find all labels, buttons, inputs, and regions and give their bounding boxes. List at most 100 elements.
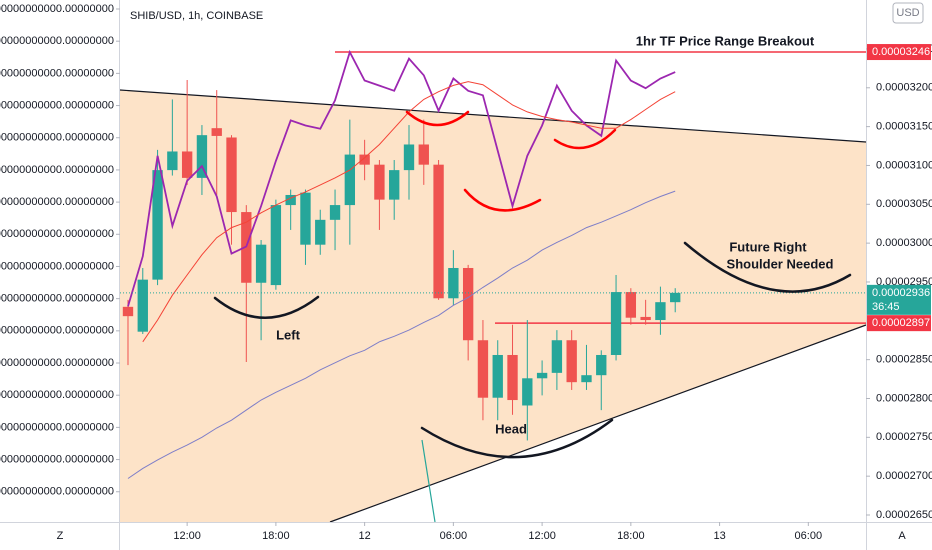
time-axis-panel [0, 523, 932, 550]
candle-body [418, 144, 429, 165]
arc-future [683, 241, 852, 293]
y-tick-label: 0.00003150 [876, 121, 932, 133]
y-tick-label: 0.00002750 [876, 431, 932, 443]
plot [120, 49, 866, 479]
candle-body [329, 205, 341, 220]
x-tick-label: 13 [713, 530, 725, 542]
indicator-line [127, 49, 676, 307]
annotation: Head [495, 421, 527, 436]
candle-body [137, 279, 148, 332]
y-tick-label: 0.00002800 [876, 392, 932, 404]
annotation: Shoulder Needed [727, 256, 834, 271]
y2-tick-label: 2950000000000000.00000000 [0, 453, 114, 465]
candle-body [152, 170, 163, 280]
annotation: Future Right [729, 239, 807, 254]
candle-body [403, 144, 415, 171]
arc-red [463, 188, 542, 212]
x-tick-label: 06:00 [440, 530, 468, 542]
candle-body [389, 170, 400, 200]
candle-body [640, 316, 651, 321]
candle-body [477, 340, 489, 398]
x-tick-label: 06:00 [795, 530, 823, 542]
candle-body [655, 302, 666, 321]
candle-body [255, 244, 267, 283]
candle-body [167, 151, 178, 171]
candle-body [670, 292, 681, 303]
y2-tick-label: 3600000000000000.00000000 [0, 35, 114, 47]
right-axis-panel [867, 0, 932, 550]
price-label-box [867, 315, 931, 332]
y2-tick-label: 2900000000000000.00000000 [0, 486, 114, 498]
ray [421, 439, 436, 523]
y2-tick-label: 3300000000000000.00000000 [0, 228, 114, 240]
candle-body [507, 354, 518, 401]
candle-body [315, 219, 326, 245]
arc-head [420, 418, 614, 459]
trendline-upper [119, 89, 867, 143]
candle-body [596, 354, 607, 376]
price-label-box [867, 44, 931, 61]
candle-body [122, 306, 134, 317]
candle-body [522, 378, 533, 406]
y-tick-label: 0.00003050 [876, 198, 932, 210]
currency-button[interactable] [892, 2, 924, 24]
y2-tick-label: 3400000000000000.00000000 [0, 164, 114, 176]
y-tick-label: 0.00002700 [876, 470, 932, 482]
x-tick-label: 12 [358, 530, 370, 542]
candle-body [581, 375, 592, 383]
annotation: 1hr TF Price Range Breakout [636, 33, 815, 48]
corner-button[interactable]: Z [57, 530, 64, 542]
currency[interactable]: USD [896, 7, 919, 19]
trendline-lower [329, 324, 867, 523]
candle-body [536, 372, 548, 379]
countdown: 36:45 [872, 301, 900, 313]
y2-tick-label: 3550000000000000.00000000 [0, 67, 114, 79]
price-label: 0.00002897 [872, 317, 930, 329]
candle-body [433, 164, 444, 299]
candle-body [270, 205, 282, 286]
current-price-box [867, 284, 931, 315]
candle-body [462, 267, 474, 341]
arc-red [405, 110, 470, 127]
candle-body [448, 267, 459, 299]
price-label: 0.00003246 [872, 46, 930, 58]
y2-tick-label: 3350000000000000.00000000 [0, 196, 114, 208]
corner-button[interactable]: A [898, 530, 906, 542]
y2-tick-label: 3150000000000000.00000000 [0, 325, 114, 337]
x-tick-label: 12:00 [173, 530, 201, 542]
y-tick-label: 0.00003000 [876, 237, 932, 249]
annotation: Left [276, 327, 301, 342]
candle-body [226, 137, 237, 213]
candle-body [492, 354, 503, 398]
candle-body [610, 292, 622, 355]
y2-tick-label: 3050000000000000.00000000 [0, 389, 114, 401]
y2-tick-label: 3450000000000000.00000000 [0, 132, 114, 144]
candle-body [359, 154, 370, 165]
current-price-label: 0.00002936 [872, 287, 930, 299]
indicator-line [142, 81, 676, 343]
shapes [213, 110, 852, 459]
y2-tick-label: 3100000000000000.00000000 [0, 357, 114, 369]
arc-left [213, 295, 320, 319]
candle-body [344, 154, 356, 206]
candle-body [211, 128, 222, 136]
candle-body [551, 340, 563, 373]
y2-tick-label: 3650000000000000.00000000 [0, 3, 114, 15]
y2-tick-label: 3000000000000000.00000000 [0, 421, 114, 433]
candle-body [374, 164, 385, 200]
indicator-line [127, 190, 676, 479]
y2-tick-label: 3500000000000000.00000000 [0, 99, 114, 111]
left-axis-panel [0, 0, 119, 522]
x-tick-label: 18:00 [617, 530, 645, 542]
arc-red [553, 128, 617, 150]
y-tick-label: 0.00002650 [876, 509, 932, 521]
candle-body [625, 292, 637, 318]
chart-title: SHIB/USD, 1h, COINBASE [130, 10, 263, 22]
x-tick-label: 18:00 [262, 530, 290, 542]
y-tick-label: 0.00003200 [876, 82, 932, 94]
candle-body [566, 340, 577, 383]
y-tick-label: 0.00003100 [876, 159, 932, 171]
candle-body [196, 135, 208, 178]
x-tick-label: 12:00 [528, 530, 556, 542]
